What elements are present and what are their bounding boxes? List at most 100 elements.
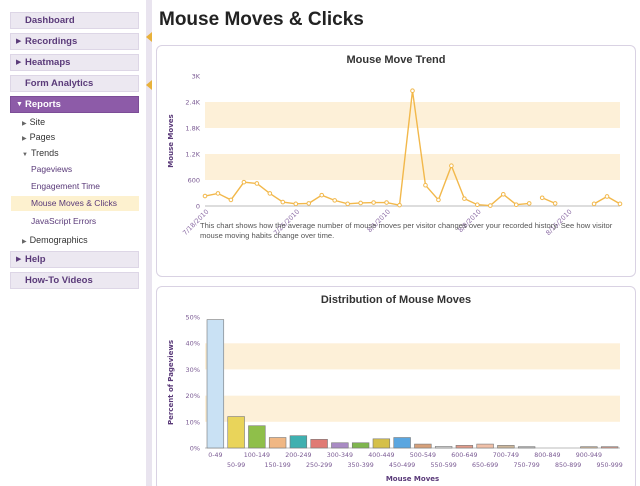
trend-point [358,200,363,206]
caret-right-icon: ▶ [16,256,22,263]
y-tick-label: 0 [196,203,200,211]
nav-mouse-moves-clicks[interactable]: Mouse Moves & Clicks [11,196,139,211]
chart-band [205,421,620,448]
y-tick-label: 2.4K [185,99,200,107]
nav-demographics[interactable]: ▶ Demographics [22,234,88,248]
nav-pageviews[interactable]: Pageviews [31,164,73,174]
trend-point [513,202,519,207]
y-tick-label: 50% [186,314,200,322]
bar [268,437,287,449]
x-tick-label: 100-149 [244,452,270,459]
x-tick-label: 900-949 [576,452,602,459]
bar [517,446,536,449]
nav-pages-label: Pages [29,132,56,142]
bar [248,425,266,449]
distribution-panel-title: Distribution of Mouse Moves [320,294,472,306]
trend-point [397,202,402,208]
trend-point [241,179,247,185]
trend-point [215,191,221,196]
caret-right-icon: ▶ [22,121,27,127]
bar [310,439,328,449]
x-tick-label: 450-499 [389,462,415,469]
trend-point [332,198,337,203]
trend-point [202,193,208,199]
y-axis-label: Mouse Moves [167,114,175,167]
trend-point [384,200,389,205]
trend-point [604,194,610,199]
trend-point [526,201,532,206]
trend-point [552,201,558,206]
nav-form-analytics[interactable]: Form Analytics [10,75,139,92]
nav-howto-videos[interactable]: How-To Videos [10,272,139,289]
nav-dashboard[interactable]: Dashboard [10,12,139,29]
caret-right-icon: ▶ [22,239,27,245]
trend-point [306,201,312,206]
nav-heatmaps[interactable]: ▶ Heatmaps [10,54,139,71]
x-tick-label: 400-449 [368,452,394,459]
x-tick-label: 200-249 [285,452,311,459]
collapse-handle[interactable] [146,80,152,90]
caret-right-icon: ▶ [16,59,22,66]
bar [497,445,515,449]
trend-line [204,90,530,207]
nav-recordings[interactable]: ▶ Recordings [10,33,139,50]
trend-point [410,88,415,94]
trend-point [345,201,350,207]
nav-dashboard-label: Dashboard [25,15,75,26]
x-tick-label: 700-749 [493,452,519,459]
x-axis-label: Mouse Moves [386,475,439,483]
nav-help[interactable]: ▶ Help [10,251,139,268]
bar [227,416,245,449]
nav-trends-label: Trends [30,148,59,158]
x-tick-label: 850-899 [555,462,581,469]
distribution-panel: Distribution of Mouse Moves 0% 10% 20% 30% 4… [156,286,636,486]
trend-point [462,196,467,201]
x-tick-label: 500-549 [410,452,436,459]
x-tick-label: 950-999 [596,462,622,469]
trend-point [228,197,234,203]
trend-description: This chart shows how the average number … [200,221,613,240]
caret-down-icon: ▼ [22,152,28,158]
x-tick-label: 250-299 [306,462,332,469]
trend-line [541,197,556,205]
nav-trends[interactable]: ▼ Trends [22,147,59,161]
nav-site-label: Site [29,117,46,127]
y-tick-label: 1.8K [185,125,200,133]
trend-point [371,200,376,205]
y-tick-label: 30% [186,366,200,374]
trend-point [500,192,506,197]
nav-pages[interactable]: ▶ Pages [22,131,55,145]
y-tick-label: 1.2K [185,151,200,159]
collapse-handle[interactable] [146,32,152,42]
y-tick-label: 20% [186,392,200,400]
nav-howto-videos-label: How-To Videos [25,275,93,286]
x-tick-label: 50-99 [227,462,245,469]
x-tick-label: 350-399 [347,462,373,469]
trend-point [591,201,597,207]
nav-reports[interactable]: ▼ Reports [10,96,139,113]
bar [393,437,411,449]
trend-point [449,163,454,168]
trend-point [475,202,480,207]
chart-band [205,369,620,396]
nav-javascript-errors[interactable]: JavaScript Errors [31,216,97,226]
bar [372,438,391,449]
x-tick-label: 550-599 [430,462,456,469]
trend-point [488,203,493,208]
bar [455,445,474,449]
nav-engagement-time[interactable]: Engagement Time [31,181,100,191]
trend-panel: Mouse Move Trend 0 600 1.2K 1.8K 2.4K 3K Mouse… [156,45,636,277]
bar [434,446,453,449]
trend-point [293,201,299,207]
nav-form-analytics-label: Form Analytics [25,78,94,89]
trend-point [436,197,441,203]
y-tick-label: 0% [190,445,200,453]
y-tick-label: 10% [186,418,200,426]
x-tick-label: 800-849 [534,452,560,459]
nav-site[interactable]: ▶ Site [22,116,45,130]
sidebar-divider [146,0,152,486]
bar [414,443,432,449]
caret-right-icon: ▶ [22,136,27,142]
bar [331,442,349,449]
